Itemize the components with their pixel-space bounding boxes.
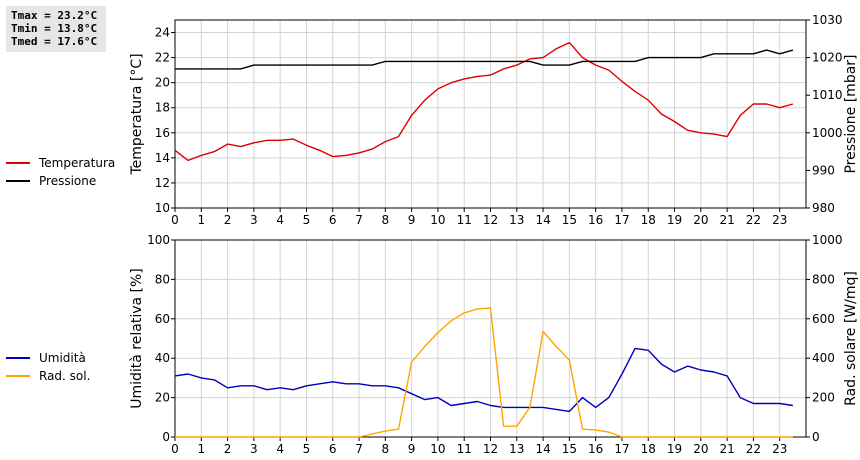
y-right-tick-label: 600 (812, 312, 835, 326)
y-right-tick-label: 990 (812, 163, 835, 177)
x-tick-label: 0 (171, 442, 179, 456)
x-tick-label: 11 (457, 213, 472, 227)
x-tick-label: 17 (614, 442, 629, 456)
x-tick-label: 18 (641, 442, 656, 456)
y-right-tick-label: 1000 (812, 233, 843, 247)
legend-label: Umidità (39, 351, 86, 365)
y-right-tick-label: 800 (812, 272, 835, 286)
y-right-tick-label: 980 (812, 201, 835, 215)
x-tick-label: 7 (355, 442, 363, 456)
y-left-tick-label: 22 (155, 51, 170, 65)
x-tick-label: 22 (746, 213, 761, 227)
x-tick-label: 1 (197, 442, 205, 456)
y-left-tick-label: 24 (155, 26, 170, 40)
y-left-tick-label: 60 (155, 312, 170, 326)
x-tick-label: 2 (224, 213, 232, 227)
x-tick-label: 13 (509, 442, 524, 456)
x-tick-label: 23 (772, 213, 787, 227)
x-tick-label: 16 (588, 213, 603, 227)
y-left-tick-label: 18 (155, 101, 170, 115)
x-tick-label: 4 (276, 442, 284, 456)
x-tick-label: 12 (483, 442, 498, 456)
x-tick-label: 22 (746, 442, 761, 456)
x-tick-label: 20 (693, 213, 708, 227)
y-right-tick-label: 1030 (812, 13, 843, 27)
y-left-tick-label: 10 (155, 201, 170, 215)
y-right-tick-label: 1000 (812, 126, 843, 140)
y-left-tick-label: 16 (155, 126, 170, 140)
y-left-tick-label: 20 (155, 391, 170, 405)
x-tick-label: 9 (408, 442, 416, 456)
x-tick-label: 3 (250, 213, 258, 227)
y-right-tick-label: 1020 (812, 51, 843, 65)
x-tick-label: 7 (355, 213, 363, 227)
x-tick-label: 5 (303, 442, 311, 456)
y-left-tick-label: 100 (147, 233, 170, 247)
legend-label: Temperatura (38, 156, 115, 170)
x-tick-label: 11 (457, 442, 472, 456)
x-tick-label: 12 (483, 213, 498, 227)
legend-label: Pressione (39, 174, 96, 188)
x-tick-label: 19 (667, 442, 682, 456)
y-right-tick-label: 1010 (812, 88, 843, 102)
y-left-tick-label: 40 (155, 351, 170, 365)
legend-label: Rad. sol. (39, 369, 90, 383)
y-left-axis-label: Umidità relativa [%] (129, 268, 145, 409)
x-tick-label: 21 (719, 213, 734, 227)
x-tick-label: 16 (588, 442, 603, 456)
x-tick-label: 2 (224, 442, 232, 456)
x-tick-label: 10 (430, 213, 445, 227)
y-left-tick-label: 12 (155, 176, 170, 190)
series-line-temperatura (174, 41, 794, 162)
y-left-tick-label: 0 (162, 430, 170, 444)
y-left-tick-label: 20 (155, 76, 170, 90)
series-line-umidit (174, 347, 794, 413)
x-tick-label: 0 (171, 213, 179, 227)
series-line-pressione (175, 49, 794, 70)
y-left-axis-label: Temperatura [°C] (129, 53, 145, 175)
x-tick-label: 15 (562, 213, 577, 227)
tmed-label: Tmed = 17.6°C (11, 35, 98, 48)
x-tick-label: 17 (614, 213, 629, 227)
y-left-tick-label: 14 (155, 151, 170, 165)
x-tick-label: 13 (509, 213, 524, 227)
y-right-axis-label: Pressione [mbar] (843, 54, 859, 173)
x-tick-label: 8 (382, 442, 390, 456)
x-tick-label: 23 (772, 442, 787, 456)
x-tick-label: 10 (430, 442, 445, 456)
x-tick-label: 5 (303, 213, 311, 227)
y-right-axis-label: Rad. solare [W/mq] (843, 271, 859, 406)
y-right-tick-label: 200 (812, 391, 835, 405)
x-tick-label: 14 (535, 442, 550, 456)
x-tick-label: 6 (329, 442, 337, 456)
x-tick-label: 14 (535, 213, 550, 227)
x-tick-label: 9 (408, 213, 416, 227)
humidity-radiation-chart: 0 1 2 3 4 5 6 7 8 9 10 11 12 13 14 15 16 17 18 19 20 21 22 2302… (6, 233, 859, 456)
tmax-label: Tmax = 23.2°C (11, 9, 98, 22)
x-tick-label: 19 (667, 213, 682, 227)
temperature-pressure-chart: 0 1 2 3 4 5 6 7 8 9 10 11 12 13 14 15 16 17 18 19 20 21 22 2310… (6, 13, 859, 227)
x-tick-label: 1 (197, 213, 205, 227)
y-right-tick-label: 0 (812, 430, 820, 444)
stats-box: Tmax = 23.2°C Tmin = 13.8°C Tmed = 17.6°… (6, 6, 106, 52)
x-tick-label: 6 (329, 213, 337, 227)
x-tick-label: 18 (641, 213, 656, 227)
tmin-label: Tmin = 13.8°C (11, 22, 98, 35)
y-left-tick-label: 80 (155, 272, 170, 286)
x-tick-label: 3 (250, 442, 258, 456)
x-tick-label: 21 (719, 442, 734, 456)
x-tick-label: 4 (276, 213, 284, 227)
x-tick-label: 8 (382, 213, 390, 227)
y-right-tick-label: 400 (812, 351, 835, 365)
x-tick-label: 20 (693, 442, 708, 456)
x-tick-label: 15 (562, 442, 577, 456)
series-line-rad-sol (175, 307, 793, 438)
